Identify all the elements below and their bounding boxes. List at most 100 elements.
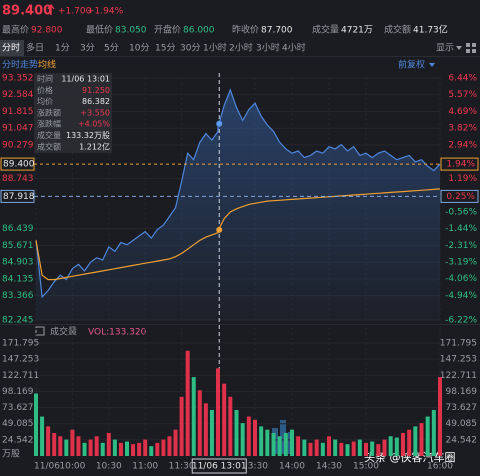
- y2-tick-label: -1.44%: [445, 224, 477, 234]
- tab[interactable]: 10分: [129, 43, 149, 54]
- stat-label: 最低价: [86, 24, 113, 36]
- tab[interactable]: 15分: [155, 43, 175, 54]
- volume-bar: [401, 432, 405, 456]
- y2-tick-label: -4.06%: [445, 274, 477, 284]
- y-tick-label: 49.085: [2, 419, 34, 429]
- y2-tick-label: 1.19%: [448, 174, 477, 184]
- volume-bar: [173, 429, 178, 456]
- y-tick-label: 73.627: [2, 403, 34, 413]
- x-tick-label: 11:00: [132, 462, 158, 472]
- x-tick-label: 16:00: [427, 462, 453, 472]
- volume-bar: [216, 368, 220, 456]
- volume-bar: [40, 416, 45, 456]
- change-pct: +1.94%: [87, 7, 124, 17]
- stat-label: 昨收价: [232, 24, 259, 36]
- stat-value: 4721万: [341, 26, 373, 36]
- tab[interactable]: 2小时: [229, 42, 253, 54]
- crosshair-avg-dot: [216, 226, 223, 233]
- price-line: [35, 88, 441, 299]
- volume-bar: [351, 441, 356, 456]
- x-tick-label: 11/06: [34, 462, 60, 472]
- volume-bar: [407, 429, 412, 456]
- active-tab-bg: [0, 40, 24, 56]
- tab[interactable]: 30分: [180, 43, 200, 54]
- tooltip-value: +4.05%: [78, 120, 111, 129]
- x-tick-label: 14:00: [279, 462, 305, 472]
- volume-bar: [314, 439, 319, 456]
- volume-bar: [191, 377, 196, 456]
- tab[interactable]: 3小时: [256, 42, 280, 54]
- up-arrow: [47, 3, 55, 15]
- tab[interactable]: 5分: [104, 43, 119, 54]
- volume-bar: [290, 429, 294, 456]
- tab[interactable]: 1小时: [203, 42, 227, 54]
- y-tick-label: 24.542: [2, 435, 34, 445]
- dropdown-icon: [456, 46, 462, 50]
- crosshair-level-box: [0, 189, 35, 203]
- volume-bar: [431, 409, 436, 456]
- y2-tick-label: 24.542: [446, 435, 478, 445]
- tooltip-label: 涨跌幅: [37, 119, 61, 129]
- tab[interactable]: 3分: [80, 43, 95, 54]
- volume-bar: [345, 444, 350, 456]
- volume-bar: [94, 436, 99, 456]
- x-tick-label: 15:00: [353, 462, 379, 472]
- y-tick-label: 93.352: [2, 74, 34, 84]
- volume-bar: [58, 436, 63, 456]
- volume-bar: [234, 409, 239, 456]
- display-menu[interactable]: 显示: [436, 43, 454, 54]
- volume-bar: [82, 442, 87, 456]
- tooltip-label: 时间: [37, 74, 53, 84]
- volume-bar: [52, 432, 57, 456]
- volume-bar: [283, 432, 288, 456]
- volume-bar: [271, 432, 276, 456]
- tooltip-value: 1.212亿: [79, 141, 110, 151]
- tab[interactable]: 4小时: [282, 42, 306, 54]
- stat-value: 83.050: [115, 26, 147, 36]
- crosshair-time-label: 11/06 13:01: [192, 462, 247, 472]
- y-tick-label: 122.711: [2, 371, 39, 381]
- volume-bar: [259, 426, 264, 456]
- tooltip-label: 涨跌额: [37, 107, 61, 117]
- volume-bar: [394, 437, 399, 456]
- volume-bar: [112, 439, 117, 456]
- crosshair-pct-label: 0.25%: [446, 192, 475, 202]
- current-pct-box: [440, 157, 479, 171]
- volume-bar: [438, 377, 442, 456]
- y-tick-label: 147.253: [2, 355, 39, 365]
- tab[interactable]: 1分: [55, 43, 70, 54]
- y-tick-label: 86.439: [2, 224, 34, 234]
- tab[interactable]: 多日: [26, 42, 44, 54]
- volume-bar: [327, 436, 331, 456]
- dropdown-icon: [429, 63, 435, 67]
- y2-tick-label: 98.169: [446, 387, 478, 397]
- tab[interactable]: 分时: [2, 42, 20, 54]
- y2-tick-label: 5.57%: [448, 90, 477, 100]
- y-tick-label: 90.279: [2, 140, 34, 150]
- layout-icon[interactable]: [466, 43, 476, 53]
- volume-bar: [161, 439, 166, 456]
- volume-bar: [413, 426, 418, 456]
- volume-bar: [222, 383, 227, 456]
- y-tick-label: 83.366: [2, 291, 34, 301]
- y2-tick-label: 122.711: [440, 371, 477, 381]
- volume-bar: [320, 442, 325, 456]
- volume-bar: [167, 436, 172, 456]
- stat-label: 开盘价: [154, 24, 181, 36]
- volume-bar: [253, 419, 257, 456]
- volume-title: 成交量: [50, 326, 77, 338]
- tooltip-label: 均价: [37, 96, 53, 106]
- stat-value: 41.73亿: [413, 24, 448, 36]
- tooltip-value: 86.382: [82, 97, 110, 106]
- volume-bar: [70, 429, 75, 456]
- tooltip-label: 成交额: [37, 141, 61, 151]
- adjust-menu[interactable]: 前复权: [398, 59, 425, 71]
- volume-bar: [302, 439, 307, 456]
- volume-bar: [203, 403, 208, 456]
- x-tick-label: 14:30: [316, 462, 342, 472]
- volume-bar: [64, 439, 69, 456]
- last-price: 89.400: [2, 4, 52, 19]
- volume-unit: 万股: [2, 449, 20, 460]
- volume-bar: [118, 442, 123, 456]
